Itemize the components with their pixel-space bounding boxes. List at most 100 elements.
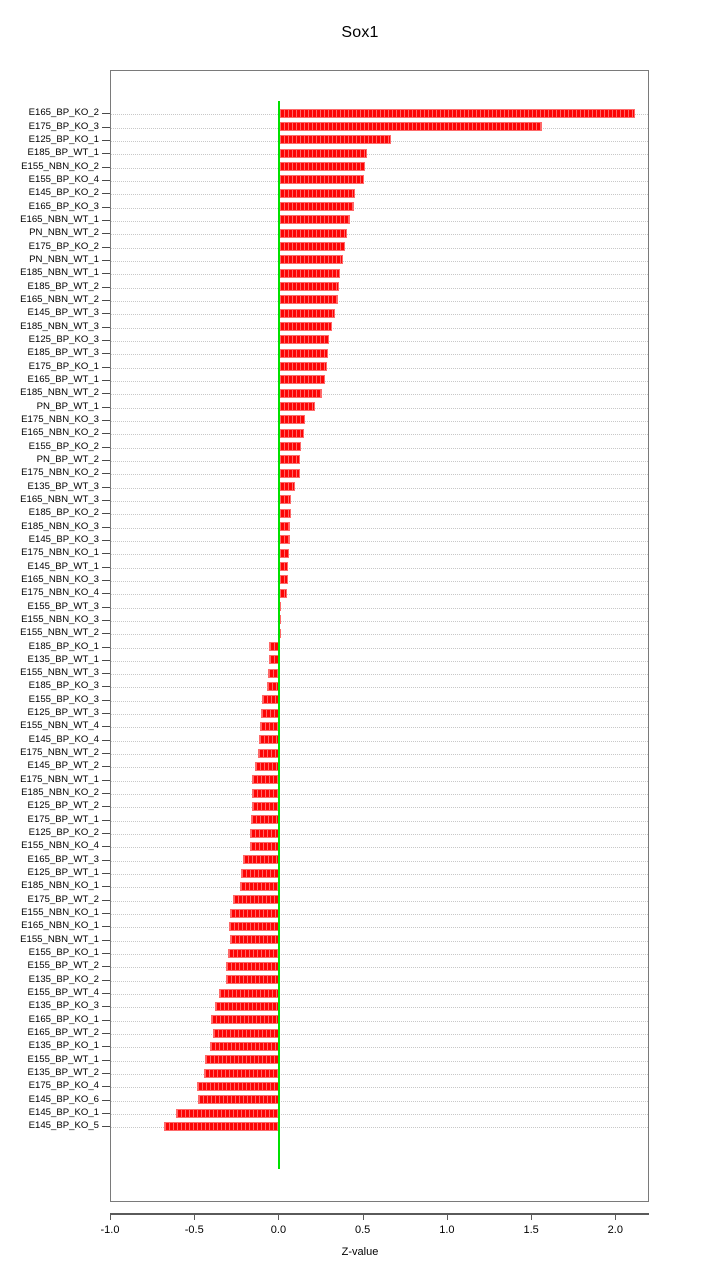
y-axis-tick-label: E135_BP_KO_2 bbox=[28, 973, 99, 985]
y-tick-mark bbox=[102, 219, 110, 221]
y-tick-mark bbox=[102, 939, 110, 941]
y-axis-tick-label: E165_BP_WT_2 bbox=[27, 1027, 99, 1039]
x-tick-mark bbox=[446, 1213, 448, 1220]
gridline bbox=[111, 394, 648, 396]
y-axis-tick-label: E175_NBN_KO_3 bbox=[21, 413, 99, 425]
bar bbox=[251, 801, 280, 811]
gridline bbox=[111, 900, 648, 902]
gridline bbox=[111, 260, 648, 262]
bar bbox=[279, 228, 347, 238]
bar bbox=[197, 1095, 280, 1105]
gridline bbox=[111, 220, 648, 222]
y-axis-labels: E165_BP_KO_2 E175_BP_KO_3 E125_BP_KO_1 E185… bbox=[0, 70, 110, 1202]
gridline bbox=[111, 967, 648, 969]
x-tick-mark bbox=[194, 1213, 196, 1220]
y-axis-tick-label: E145_BP_KO_6 bbox=[28, 1093, 99, 1105]
gridline bbox=[111, 914, 648, 916]
bar bbox=[211, 1015, 280, 1025]
gridline bbox=[111, 727, 648, 729]
y-tick-mark bbox=[102, 979, 110, 981]
bar bbox=[250, 828, 280, 838]
gridline bbox=[111, 234, 648, 236]
bar bbox=[164, 1121, 280, 1131]
y-axis-tick-label: E155_BP_WT_1 bbox=[27, 1053, 99, 1065]
y-tick-mark bbox=[102, 539, 110, 541]
bar bbox=[279, 535, 290, 545]
bar bbox=[279, 495, 292, 505]
gridline bbox=[111, 1074, 648, 1076]
bar bbox=[215, 1001, 280, 1011]
gridline bbox=[111, 887, 648, 889]
bar bbox=[229, 935, 280, 945]
gridline bbox=[111, 247, 648, 249]
y-tick-mark bbox=[102, 233, 110, 235]
x-tick-mark bbox=[615, 1213, 617, 1220]
y-tick-mark bbox=[102, 713, 110, 715]
gridline bbox=[111, 1127, 648, 1129]
y-tick-mark bbox=[102, 753, 110, 755]
y-axis-tick-label: E135_BP_WT_1 bbox=[27, 653, 99, 665]
bar bbox=[279, 108, 635, 118]
bar bbox=[279, 468, 300, 478]
y-axis-tick-label: PN_BP_WT_1 bbox=[36, 400, 99, 412]
plot-area bbox=[110, 70, 649, 1202]
gridline bbox=[111, 1020, 648, 1022]
y-tick-mark bbox=[102, 193, 110, 195]
gridline bbox=[111, 1047, 648, 1049]
gridline bbox=[111, 474, 648, 476]
bar bbox=[279, 415, 305, 425]
x-axis-tick-label: 1.0 bbox=[439, 1224, 455, 1236]
y-tick-mark bbox=[102, 1086, 110, 1088]
y-tick-mark bbox=[102, 846, 110, 848]
gridline bbox=[111, 687, 648, 689]
y-axis-tick-label: E165_NBN_WT_3 bbox=[20, 493, 99, 505]
gridline bbox=[111, 420, 648, 422]
y-axis-tick-label: PN_NBN_WT_1 bbox=[29, 253, 99, 265]
gridline bbox=[111, 874, 648, 876]
y-axis-tick-label: E155_BP_KO_2 bbox=[28, 440, 99, 452]
x-tick-mark bbox=[278, 1213, 280, 1220]
bar bbox=[279, 482, 295, 492]
y-tick-mark bbox=[102, 1033, 110, 1035]
gridline bbox=[111, 620, 648, 622]
gridline bbox=[111, 540, 648, 542]
gridline bbox=[111, 367, 648, 369]
gridline bbox=[111, 994, 648, 996]
y-tick-mark bbox=[102, 1006, 110, 1008]
y-axis-tick-label: E135_BP_WT_2 bbox=[27, 1067, 99, 1079]
gridline bbox=[111, 580, 648, 582]
y-tick-mark bbox=[102, 153, 110, 155]
y-axis-tick-label: E165_BP_KO_1 bbox=[28, 1013, 99, 1025]
y-tick-mark bbox=[102, 873, 110, 875]
bar bbox=[279, 428, 304, 438]
y-axis-tick-label: E145_BP_WT_3 bbox=[27, 307, 99, 319]
y-axis-tick-label: E185_NBN_WT_2 bbox=[20, 387, 99, 399]
y-tick-mark bbox=[102, 966, 110, 968]
bar bbox=[240, 868, 280, 878]
y-tick-mark bbox=[102, 913, 110, 915]
bar bbox=[232, 895, 280, 905]
y-tick-mark bbox=[102, 406, 110, 408]
y-tick-mark bbox=[102, 593, 110, 595]
y-tick-mark bbox=[102, 646, 110, 648]
gridline bbox=[111, 647, 648, 649]
y-axis-tick-label: E175_BP_KO_2 bbox=[28, 240, 99, 252]
bar bbox=[279, 575, 288, 585]
y-axis-tick-label: E185_NBN_KO_2 bbox=[21, 787, 99, 799]
y-tick-mark bbox=[102, 446, 110, 448]
y-tick-mark bbox=[102, 473, 110, 475]
y-tick-mark bbox=[102, 166, 110, 168]
y-axis-tick-label: E165_NBN_KO_3 bbox=[21, 573, 99, 585]
gridline bbox=[111, 794, 648, 796]
bar bbox=[279, 135, 391, 145]
bar bbox=[229, 908, 280, 918]
y-axis-tick-label: E125_BP_WT_2 bbox=[27, 800, 99, 812]
bar bbox=[279, 402, 315, 412]
y-tick-mark bbox=[102, 126, 110, 128]
gridline bbox=[111, 287, 648, 289]
gridline bbox=[111, 314, 648, 316]
y-axis-tick-label: E145_BP_KO_1 bbox=[28, 1107, 99, 1119]
y-tick-mark bbox=[102, 299, 110, 301]
gridline bbox=[111, 407, 648, 409]
x-axis-tick-label: 0.5 bbox=[355, 1224, 371, 1236]
